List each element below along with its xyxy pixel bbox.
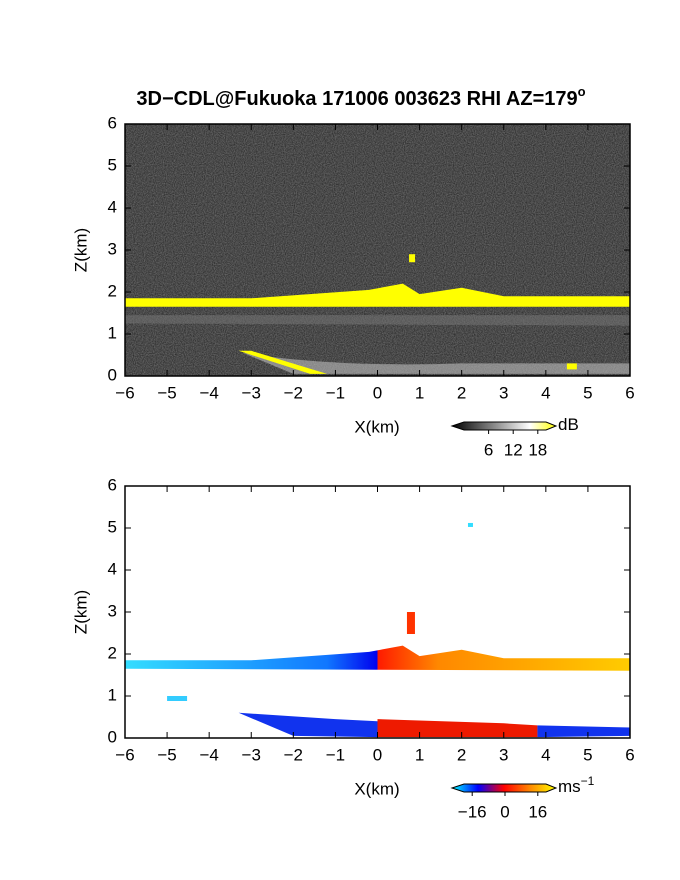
y-tick-label: 3 xyxy=(108,239,117,258)
x-tick-label: −3 xyxy=(242,745,261,764)
colorbar-tick-label: 12 xyxy=(504,440,523,459)
x-tick-label: 0 xyxy=(373,383,382,402)
axes: −6 −5 −4 −3 −2 −1 0 1 2 3 4 5 6 0 1 2 3 4 5 6 xyxy=(108,475,635,764)
spot xyxy=(467,522,473,527)
x-tick-label: 6 xyxy=(625,745,634,764)
colorbar xyxy=(450,421,558,431)
y-tick-label: 4 xyxy=(108,559,117,578)
x-tick-label: −2 xyxy=(284,383,303,402)
low-echo xyxy=(242,352,631,374)
title-superscript: o xyxy=(578,84,586,99)
y-tick-label: 3 xyxy=(108,601,117,620)
y-tick-label: 4 xyxy=(108,197,117,216)
y-tick-label: 2 xyxy=(108,643,117,662)
x-tick-label: −4 xyxy=(199,745,218,764)
y-tick-label: 1 xyxy=(108,685,117,704)
low-blue-right xyxy=(537,725,630,738)
spot xyxy=(406,612,415,634)
x-axis-label: X(km) xyxy=(354,417,399,436)
x-tick-label: 3 xyxy=(499,745,508,764)
y-tick-label: 6 xyxy=(108,475,117,494)
y-tick-label: 5 xyxy=(108,155,117,174)
unit: ms xyxy=(558,777,581,796)
x-tick-label: −6 xyxy=(115,745,134,764)
y-tick-label: 1 xyxy=(108,323,117,342)
spot xyxy=(409,254,416,263)
mid-echo xyxy=(125,315,630,326)
cloud-base xyxy=(125,645,630,671)
x-tick-label: 3 xyxy=(499,383,508,402)
x-tick-label: 4 xyxy=(541,383,550,402)
x-tick-label: 1 xyxy=(415,745,424,764)
noise xyxy=(125,124,630,376)
x-tick-label: −5 xyxy=(157,745,176,764)
x-tick-label: 5 xyxy=(583,745,592,764)
y-axis-label: Z(km) xyxy=(71,590,90,634)
colorbar-tick-label: 6 xyxy=(484,440,493,459)
x-tick-label: 2 xyxy=(457,745,466,764)
x-axis-label: X(km) xyxy=(354,779,399,798)
x-tick-label: 1 xyxy=(415,383,424,402)
colorbar-tick-label: 18 xyxy=(528,440,547,459)
x-tick-label: 6 xyxy=(625,383,634,402)
x-tick-label: −1 xyxy=(326,745,345,764)
x-tick-label: −6 xyxy=(115,383,134,402)
panel: −6 −5 −4 −3 −2 −1 0 1 2 3 4 5 6 0 1 2 3 4 5 6 X(km) Z(km) −16 0… xyxy=(71,475,634,821)
colorbar xyxy=(450,783,558,793)
y-tick-label: 0 xyxy=(108,727,117,746)
plot-background xyxy=(125,486,630,738)
x-tick-label: −4 xyxy=(199,383,218,402)
colorbar-tick-label: 0 xyxy=(500,802,509,821)
y-tick-label: 6 xyxy=(108,113,117,132)
y-tick-label: 5 xyxy=(108,517,117,536)
x-tick-label: 2 xyxy=(457,383,466,402)
y-axis-label: Z(km) xyxy=(71,228,90,272)
x-tick-label: −5 xyxy=(157,383,176,402)
y-tick-label: 2 xyxy=(108,281,117,300)
colorbar-unit: dB xyxy=(558,415,579,434)
low-yellow xyxy=(238,350,327,374)
low-red xyxy=(377,719,538,738)
y-tick-label: 0 xyxy=(108,365,117,384)
colorbar-unit: ms−1 xyxy=(558,774,595,796)
low-blue xyxy=(238,712,378,738)
spot xyxy=(167,696,188,701)
unit-exponent: −1 xyxy=(581,774,595,788)
x-tick-label: −3 xyxy=(242,383,261,402)
title-text: 3D−CDL@Fukuoka 171006 003623 RHI AZ=179 xyxy=(136,88,577,110)
x-tick-label: 4 xyxy=(541,745,550,764)
x-tick-label: 0 xyxy=(373,745,382,764)
colorbar-tick-label: 16 xyxy=(528,802,547,821)
spot xyxy=(566,363,577,370)
x-tick-label: 5 xyxy=(583,383,592,402)
x-tick-label: −2 xyxy=(284,745,303,764)
unit: dB xyxy=(558,415,579,434)
colorbar-tick-label: −16 xyxy=(458,802,487,821)
cloud-base xyxy=(125,283,630,307)
title: 3D−CDL@Fukuoka 171006 003623 RHI AZ=179o xyxy=(136,84,585,110)
x-tick-label: −1 xyxy=(326,383,345,402)
axes: −6 −5 −4 −3 −2 −1 0 1 2 3 4 5 6 0 1 2 3 4 5 6 xyxy=(108,113,635,402)
